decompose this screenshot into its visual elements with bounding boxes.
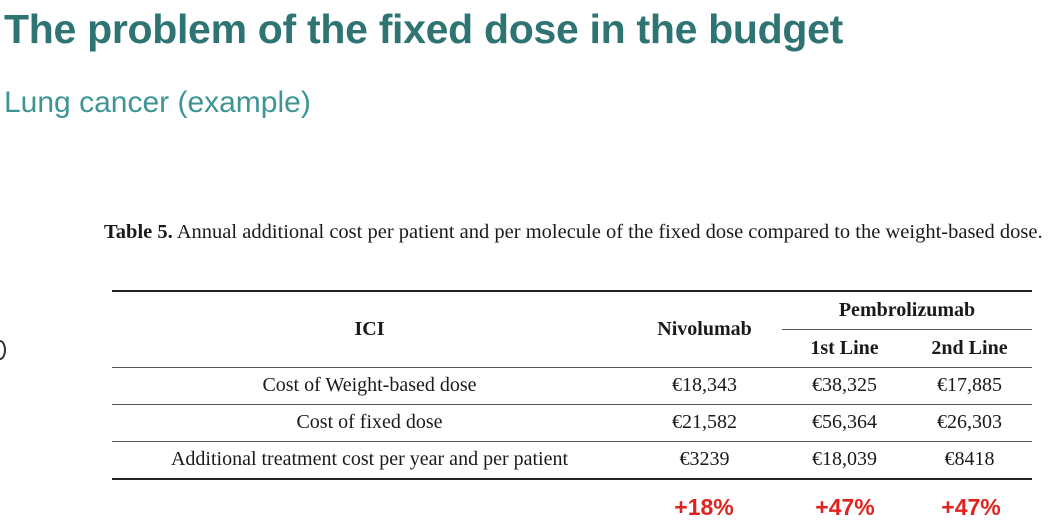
header-nivolumab: Nivolumab xyxy=(627,291,782,368)
row-label: Additional treatment cost per year and p… xyxy=(170,448,569,471)
cell-nivolumab: €3239 xyxy=(679,448,730,471)
header-1st-line: 1st Line xyxy=(782,329,907,368)
header-pembrolizumab: Pembrolizumab xyxy=(782,291,1032,330)
cell-nivolumab: €21,582 xyxy=(672,411,737,433)
edge-mark xyxy=(0,340,6,360)
table-row: Cost of fixed dose €21,582 €56,364 €26,3… xyxy=(112,404,1032,441)
cell-pembro-1st: €18,039 xyxy=(812,448,877,471)
cell-pembro-1st: €38,325 xyxy=(812,374,877,396)
increase-pembro-2nd: +47% xyxy=(941,494,1001,520)
cell-pembro-2nd: €8418 xyxy=(944,448,995,471)
slide-subtitle: Lung cancer (example) xyxy=(4,86,311,119)
row-label: Cost of fixed dose xyxy=(296,411,443,433)
table-row: Cost of Weight-based dose €18,343 €38,32… xyxy=(112,367,1032,404)
row-label: Cost of Weight-based dose xyxy=(262,374,477,396)
table-row: Additional treatment cost per year and p… xyxy=(112,441,1032,479)
header-ici: ICI xyxy=(112,291,627,368)
header-2nd-line: 2nd Line xyxy=(907,329,1032,368)
slide-title: The problem of the fixed dose in the bud… xyxy=(4,6,844,52)
increase-pembro-1st: +47% xyxy=(815,494,875,520)
cell-pembro-2nd: €26,303 xyxy=(937,411,1002,433)
increase-nivolumab: +18% xyxy=(674,494,734,520)
table-caption: Table 5. Annual additional cost per pati… xyxy=(104,216,1049,248)
cell-pembro-2nd: €17,885 xyxy=(937,374,1002,396)
cell-nivolumab: €18,343 xyxy=(672,374,737,396)
table-caption-label: Table 5. xyxy=(104,221,173,243)
cost-table: ICI Nivolumab Pembrolizumab 1st Line 2nd… xyxy=(112,290,1032,480)
increase-row: +18% +47% +47% xyxy=(0,494,1053,524)
table-caption-text: Annual additional cost per patient and p… xyxy=(176,221,1043,243)
cell-pembro-1st: €56,364 xyxy=(812,411,877,433)
